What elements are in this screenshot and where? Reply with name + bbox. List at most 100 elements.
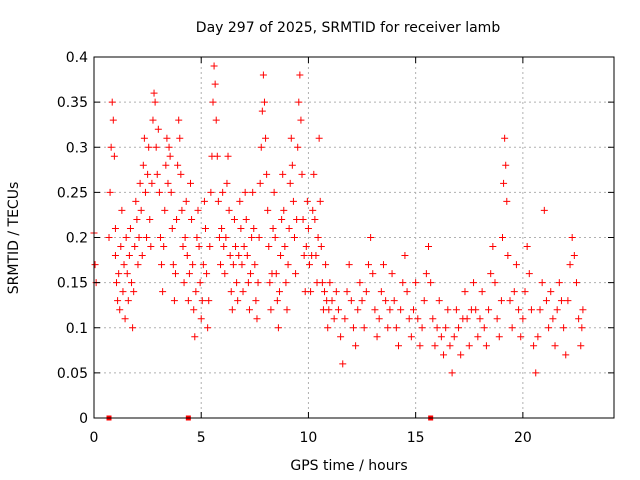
data-point	[341, 315, 349, 323]
data-point	[289, 197, 297, 205]
x-tick-label: 5	[197, 430, 206, 446]
y-tick-label: 0.3	[66, 140, 88, 156]
data-point	[296, 71, 304, 79]
data-point	[288, 161, 296, 169]
data-point	[176, 134, 184, 142]
data-point	[310, 170, 318, 178]
data-point	[225, 206, 233, 214]
data-point	[163, 134, 171, 142]
data-point	[219, 188, 227, 196]
data-point	[215, 234, 223, 241]
data-point	[295, 98, 303, 106]
data-point	[188, 215, 196, 223]
grid-lines	[94, 57, 614, 418]
data-point	[578, 324, 586, 332]
data-point	[133, 215, 141, 223]
data-point	[269, 224, 277, 232]
data-point	[222, 234, 230, 241]
data-point	[444, 306, 452, 314]
data-point	[414, 315, 422, 323]
data-point	[267, 306, 275, 314]
data-point	[334, 306, 342, 314]
data-point	[549, 315, 557, 323]
data-point	[259, 71, 267, 79]
data-point	[328, 297, 336, 305]
data-point	[119, 288, 127, 296]
data-point	[264, 206, 272, 214]
data-point	[297, 116, 305, 124]
data-point	[150, 89, 158, 97]
data-point	[91, 261, 99, 269]
data-point	[482, 342, 490, 350]
data-point	[243, 252, 251, 260]
data-point	[480, 324, 488, 332]
data-point	[189, 261, 197, 269]
y-axis-label: SRMTID / TECUs	[6, 182, 22, 295]
y-tick-label: 0.15	[57, 276, 88, 292]
data-point	[345, 261, 353, 269]
data-point	[217, 261, 225, 269]
y-tick-label: 0.35	[57, 95, 88, 111]
data-point	[116, 306, 124, 314]
data-point	[420, 297, 428, 305]
data-point	[292, 270, 300, 278]
data-point	[354, 306, 362, 314]
data-point	[118, 206, 126, 214]
data-point	[572, 279, 580, 287]
data-point	[165, 143, 173, 151]
data-point	[575, 315, 583, 323]
data-point	[111, 224, 119, 232]
data-point	[495, 333, 503, 341]
data-point	[287, 134, 295, 142]
data-point	[178, 206, 186, 214]
data-point	[399, 279, 407, 287]
data-point	[115, 270, 123, 278]
data-point	[263, 170, 271, 178]
data-point	[182, 197, 190, 205]
data-point	[358, 297, 366, 305]
data-point	[450, 333, 458, 341]
data-point	[203, 270, 211, 278]
data-point	[560, 324, 568, 332]
data-point	[275, 288, 283, 296]
data-point	[504, 252, 512, 260]
data-point	[545, 324, 553, 332]
data-point	[476, 315, 484, 323]
data-point	[166, 152, 174, 160]
data-point	[299, 215, 307, 223]
data-point	[352, 342, 360, 350]
data-point	[136, 179, 144, 187]
data-point	[284, 261, 292, 269]
data-point	[300, 252, 308, 260]
data-point	[143, 234, 151, 241]
data-point	[248, 234, 256, 241]
data-point	[362, 288, 370, 296]
data-point	[306, 261, 314, 269]
data-point	[256, 179, 264, 187]
data-point	[304, 224, 312, 232]
data-point	[493, 315, 501, 323]
data-point	[431, 342, 439, 350]
data-point	[227, 288, 235, 296]
data-point	[332, 288, 340, 296]
data-point	[293, 215, 301, 223]
data-point	[168, 224, 176, 232]
data-point	[283, 306, 291, 314]
data-point	[190, 306, 198, 314]
data-point	[236, 197, 244, 205]
data-point	[474, 333, 482, 341]
data-point	[191, 333, 199, 341]
data-point	[255, 234, 263, 241]
data-point	[235, 252, 243, 260]
y-tick-label: 0.05	[57, 366, 88, 382]
data-point	[254, 279, 262, 287]
data-point	[105, 234, 113, 241]
data-point	[321, 288, 329, 296]
data-point	[226, 252, 234, 260]
data-point	[485, 306, 493, 314]
data-point	[161, 206, 169, 214]
data-point	[538, 279, 546, 287]
data-point	[442, 324, 450, 332]
data-point	[265, 243, 273, 251]
x-tick-label: 20	[514, 430, 532, 446]
